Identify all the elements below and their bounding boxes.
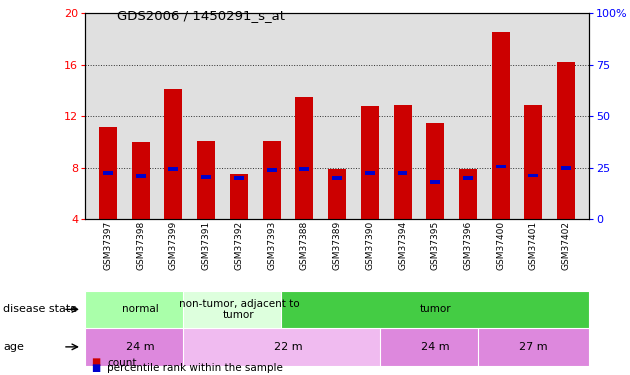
Text: GDS2006 / 1450291_s_at: GDS2006 / 1450291_s_at (117, 9, 285, 22)
Bar (459, 169, 477, 219)
Bar (561, 166, 571, 170)
Bar (295, 97, 313, 219)
Text: normal: normal (122, 304, 159, 314)
Text: GSM37400: GSM37400 (496, 221, 505, 270)
Bar (183, 291, 294, 328)
Bar (230, 174, 248, 219)
Bar (478, 328, 589, 366)
Bar (427, 123, 444, 219)
Text: GSM37391: GSM37391 (202, 221, 210, 270)
Bar (491, 33, 510, 219)
Bar (282, 291, 589, 328)
Text: GSM37397: GSM37397 (103, 221, 113, 270)
Bar (201, 175, 211, 178)
Bar (394, 105, 411, 219)
Bar (332, 176, 342, 180)
Bar (524, 105, 542, 219)
Bar (99, 127, 117, 219)
Text: GSM37402: GSM37402 (561, 221, 571, 270)
Bar (263, 141, 280, 219)
Text: age: age (3, 342, 24, 352)
Bar (234, 176, 244, 180)
Text: GSM37388: GSM37388 (300, 221, 309, 270)
Bar (85, 328, 197, 366)
Bar (103, 171, 113, 175)
Text: 24 m: 24 m (421, 342, 450, 352)
Bar (135, 174, 146, 178)
Bar (529, 174, 539, 177)
Text: GSM37398: GSM37398 (136, 221, 145, 270)
Bar (299, 167, 309, 171)
Text: GSM37392: GSM37392 (234, 221, 243, 270)
Bar (398, 171, 408, 175)
Text: GSM37395: GSM37395 (431, 221, 440, 270)
Text: 22 m: 22 m (273, 342, 302, 352)
Text: GSM37401: GSM37401 (529, 221, 538, 270)
Bar (132, 142, 150, 219)
Bar (496, 165, 506, 168)
Text: GSM37399: GSM37399 (169, 221, 178, 270)
Text: ■: ■ (91, 363, 101, 373)
Text: GSM37394: GSM37394 (398, 221, 407, 270)
Bar (197, 141, 215, 219)
Text: count: count (107, 357, 137, 368)
Bar (430, 180, 440, 184)
Text: non-tumor, adjacent to
tumor: non-tumor, adjacent to tumor (178, 298, 299, 320)
Text: GSM37390: GSM37390 (365, 221, 374, 270)
Bar (463, 176, 473, 180)
Bar (361, 106, 379, 219)
Bar (328, 169, 346, 219)
Text: tumor: tumor (420, 304, 451, 314)
Bar (183, 328, 392, 366)
Text: GSM37396: GSM37396 (464, 221, 472, 270)
Text: disease state: disease state (3, 304, 77, 314)
Text: percentile rank within the sample: percentile rank within the sample (107, 363, 283, 373)
Bar (164, 89, 183, 219)
Text: ■: ■ (91, 357, 101, 368)
Bar (557, 62, 575, 219)
Bar (365, 171, 375, 175)
Text: 27 m: 27 m (519, 342, 547, 352)
Text: 24 m: 24 m (127, 342, 155, 352)
Bar (85, 291, 197, 328)
Bar (266, 168, 277, 171)
Text: GSM37389: GSM37389 (333, 221, 341, 270)
Text: GSM37393: GSM37393 (267, 221, 276, 270)
Bar (168, 167, 178, 171)
Bar (380, 328, 491, 366)
